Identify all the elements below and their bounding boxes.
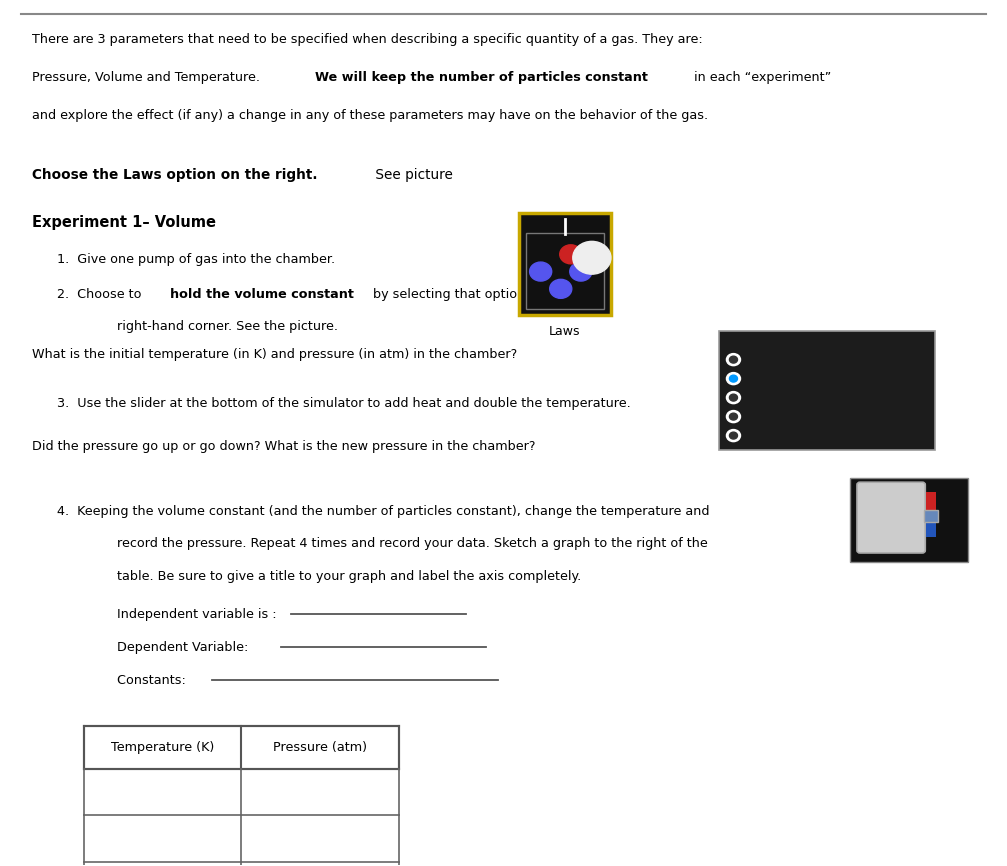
Text: Pressure ↑V: Pressure ↑V — [746, 413, 796, 422]
Text: Dependent Variable:: Dependent Variable: — [117, 641, 252, 654]
Circle shape — [729, 356, 737, 363]
Text: Temperature (T): Temperature (T) — [746, 394, 812, 404]
Text: by selecting that option in the upper: by selecting that option in the upper — [369, 288, 607, 301]
Text: Constants:: Constants: — [117, 674, 189, 687]
Text: Experiment 1– Volume: Experiment 1– Volume — [31, 216, 215, 230]
FancyBboxPatch shape — [857, 482, 925, 553]
Text: 1.  Give one pump of gas into the chamber.: 1. Give one pump of gas into the chamber… — [56, 254, 334, 267]
Text: 4.  Keeping the volume constant (and the number of particles constant), change t: 4. Keeping the volume constant (and the … — [56, 505, 709, 518]
Circle shape — [560, 245, 582, 264]
Text: 3.  Use the slider at the bottom of the simulator to add heat and double the tem: 3. Use the slider at the bottom of the s… — [56, 397, 630, 410]
Circle shape — [726, 410, 740, 423]
Circle shape — [729, 432, 737, 439]
Text: Nothing: Nothing — [746, 356, 777, 365]
Text: right-hand corner. See the picture.: right-hand corner. See the picture. — [117, 320, 338, 333]
FancyBboxPatch shape — [84, 726, 399, 769]
Text: We will keep the number of particles constant: We will keep the number of particles con… — [315, 71, 648, 84]
Text: Laws: Laws — [549, 325, 580, 338]
Circle shape — [573, 242, 611, 275]
FancyBboxPatch shape — [924, 510, 939, 522]
Text: Pressure (atm): Pressure (atm) — [273, 740, 368, 753]
Text: Pressure, Volume and Temperature.: Pressure, Volume and Temperature. — [31, 71, 264, 84]
Circle shape — [729, 375, 737, 382]
FancyBboxPatch shape — [926, 492, 937, 511]
FancyBboxPatch shape — [719, 331, 936, 450]
Circle shape — [570, 262, 592, 281]
Text: Temperature (K): Temperature (K) — [111, 740, 214, 753]
FancyBboxPatch shape — [926, 518, 937, 537]
Text: hold the volume constant: hold the volume constant — [170, 288, 354, 301]
Text: in each “experiment”: in each “experiment” — [690, 71, 832, 84]
Text: Choose the Laws option on the right.: Choose the Laws option on the right. — [31, 168, 317, 182]
FancyBboxPatch shape — [519, 213, 611, 314]
Circle shape — [726, 430, 740, 442]
Text: Cool: Cool — [928, 540, 943, 546]
Text: What is the initial temperature (in K) and pressure (in atm) in the chamber?: What is the initial temperature (in K) a… — [31, 347, 517, 360]
Circle shape — [726, 391, 740, 404]
Text: 2.  Choose to: 2. Choose to — [56, 288, 145, 301]
Text: See picture: See picture — [371, 168, 453, 182]
Circle shape — [729, 413, 737, 420]
Circle shape — [726, 372, 740, 385]
Text: Pressure ↑T: Pressure ↑T — [746, 432, 795, 441]
Text: and explore the effect (if any) a change in any of these parameters may have on : and explore the effect (if any) a change… — [31, 109, 708, 122]
Circle shape — [726, 353, 740, 365]
Text: There are 3 parameters that need to be specified when describing a specific quan: There are 3 parameters that need to be s… — [31, 33, 702, 46]
Circle shape — [530, 262, 552, 281]
FancyBboxPatch shape — [850, 478, 969, 563]
Text: record the pressure. Repeat 4 times and record your data. Sketch a graph to the : record the pressure. Repeat 4 times and … — [117, 538, 708, 551]
Text: Did the pressure go up or go down? What is the new pressure in the chamber?: Did the pressure go up or go down? What … — [31, 440, 535, 453]
Circle shape — [550, 280, 572, 299]
Text: table. Be sure to give a title to your graph and label the axis completely.: table. Be sure to give a title to your g… — [117, 570, 581, 584]
Text: Independent variable is :: Independent variable is : — [117, 608, 281, 621]
Circle shape — [729, 394, 737, 401]
Text: Volume (V): Volume (V) — [746, 375, 790, 385]
Text: Heat: Heat — [928, 488, 944, 494]
Text: Hold Constant: Hold Constant — [727, 339, 804, 349]
